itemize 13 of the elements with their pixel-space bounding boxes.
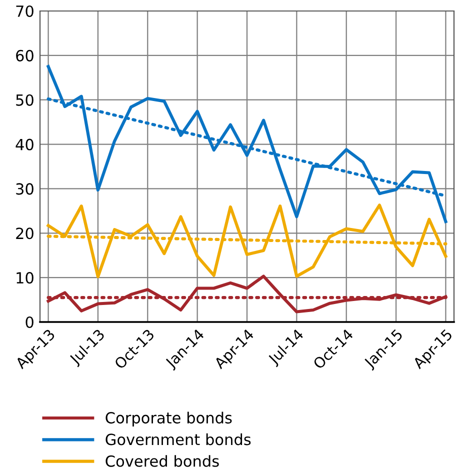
legend-label: Government bonds [106, 433, 251, 446]
y-tick-label: 30 [16, 183, 34, 195]
legend-label: Corporate bonds [106, 412, 232, 427]
y-tick-label: 70 [16, 5, 34, 18]
y-tick-label: 10 [16, 272, 34, 284]
y-tick-label: 20 [16, 228, 34, 240]
line-series [46, 65, 448, 224]
legend-label: Covered bonds [106, 455, 219, 467]
y-tick-label: 50 [16, 94, 34, 106]
y-tick-label: 60 [16, 50, 34, 62]
y-tick-label: 40 [16, 138, 34, 150]
y-tick-label: 0 [26, 316, 34, 328]
line-series [46, 204, 448, 278]
